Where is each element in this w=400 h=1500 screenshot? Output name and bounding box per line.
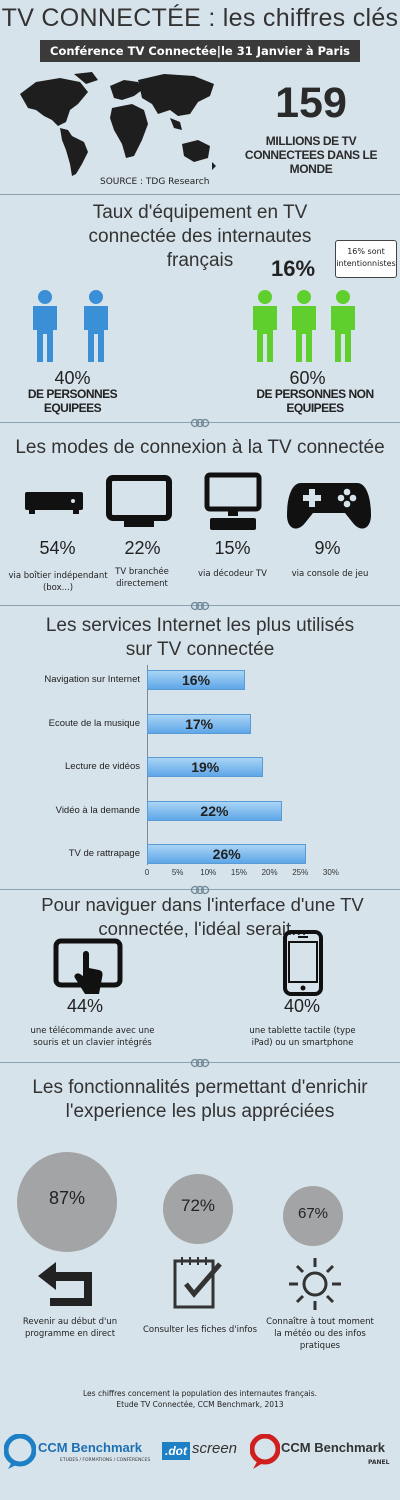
big-number-caption: MILLIONS DE TV CONNECTEES DANS LE MONDE [244,134,378,176]
bar: 19% [147,757,264,777]
section-title-equipment: Taux d'équipement en TV connectée des in… [88,202,312,271]
feature-circle-67: 67% [283,1186,343,1246]
tv-icon [106,475,172,527]
navigation-percent: 40% [283,996,321,1016]
divider [0,601,400,611]
set-top-box-icon [25,492,83,514]
mode-percent: 9% [314,538,341,558]
mode-percent: 22% [124,538,161,558]
not-equipped-label: DE PERSONNES NON EQUIPEES [256,387,374,415]
world-map-icon [20,72,216,176]
page-title: TV CONNECTÉE : les chiffres clés [1,4,399,32]
back-arrow-icon [38,1262,92,1306]
bar: 17% [147,713,252,734]
feature-circle-87: 87% [17,1152,117,1252]
bar-value: 22% [200,802,229,819]
not-equipped-percent: 60% [289,368,326,388]
section-title-features: Les fonctionnalités permettant d'enrichi… [32,1077,368,1122]
footer-note: Les chiffres concernent la population de… [83,1389,317,1398]
conference-banner: Conférence TV Connectée|le 31 Janvier à … [40,40,360,62]
bar-label: Lecture de vidéos [65,761,140,772]
mode-percent: 54% [39,538,76,558]
feature-label: Connaître à tout moment la météo ou des … [266,1317,374,1351]
ccm-benchmark-logo: CCM Benchmark [38,1440,143,1455]
dotscreen-logo-text: screen [192,1440,238,1457]
source-note: SOURCE : TDG Research [100,177,210,187]
equipped-percent: 40% [54,368,91,388]
divider [0,190,400,200]
navigation-label: une télécommande avec une souris et un c… [30,1026,155,1048]
tick-label: 5% [171,868,184,877]
feature-label: Revenir au début d'un programme en direc… [22,1317,118,1339]
ccm-panel-logo-icon [250,1434,280,1469]
bar-label: Ecoute de la musique [48,717,140,729]
bar-value: 17% [185,715,214,732]
section-title-navigation: Pour naviguer dans l'interface d'une TV … [41,894,364,939]
tick-label: 20% [261,868,278,877]
divider [0,885,400,895]
tick-label: 10% [200,868,217,877]
mode-percent: 15% [214,538,251,558]
divider [0,418,400,428]
bar-label: Navigation sur Internet [44,674,140,685]
ccm-panel-sub: PANEL [368,1459,390,1466]
feature-percent: 87% [48,1188,86,1208]
feature-circle-72: 72% [163,1174,233,1244]
ccm-logo-icon [4,1434,36,1469]
checklist-icon [173,1257,222,1309]
feature-label: Consulter les fiches d'infos [142,1325,258,1335]
big-number: 159 [275,79,347,127]
equipped-people-icon [33,290,108,362]
not-equipped-people-icon [253,290,355,362]
decoder-icon [204,472,262,530]
mode-label: via console de jeu [291,569,369,579]
navigation-percent: 44% [66,996,104,1016]
bar-label: Vidéo à la demande [55,804,140,816]
bar-value: 26% [212,846,241,862]
ccm-panel-logo: CCM Benchmark [281,1440,386,1455]
divider [0,1058,400,1068]
tick-label: 0 [144,868,150,877]
mode-label: via décodeur TV [197,569,268,579]
intentional-percent: 16% [270,256,316,281]
tick-label: 25% [292,868,309,877]
feature-percent: 72% [180,1196,216,1215]
bar-label: TV de rattrapage [68,848,140,859]
bar: 16% [147,670,246,690]
sun-icon [289,1258,341,1310]
equipped-label: DE PERSONNES EQUIPEES [27,387,118,415]
touch-remote-icon [53,938,123,994]
bar-value: 19% [191,759,220,775]
tick-label: 30% [322,868,339,877]
bar: 26% [147,844,307,864]
mode-label: TV branchée directement [115,567,169,589]
dotscreen-logo-dot: .dot [162,1442,190,1460]
mode-label: via boîtier indépendant (box...) [8,571,108,593]
tick-label: 15% [230,868,247,877]
services-chart: Navigation sur Internet 16% Ecoute de la m… [0,660,400,890]
smartphone-icon [283,930,323,996]
feature-percent: 67% [297,1205,329,1222]
ccm-benchmark-sub: ETUDES / FORMATIONS / CONFÉRENCES [60,1458,151,1463]
footer-credit: Etude TV Connectée, CCM Benchmark, 2013 [116,1400,284,1409]
section-title-services: Les services Internet les plus utilisés … [45,615,355,660]
section-title-modes: Les modes de connexion à la TV connectée [15,437,385,458]
gamepad-icon [287,483,371,529]
bar: 22% [147,800,282,821]
intentional-bubble: 16% sont intentionnistes [335,240,397,278]
bar-value: 16% [182,672,211,688]
navigation-label: une tablette tactile (type iPad) ou un s… [249,1026,356,1048]
